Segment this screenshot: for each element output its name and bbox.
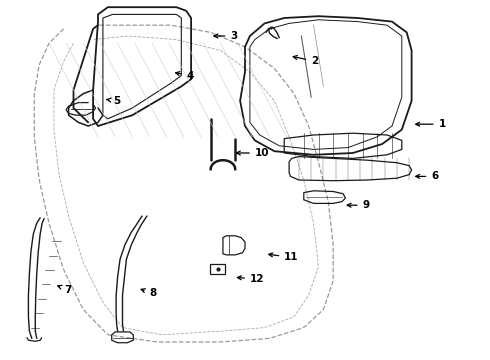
Text: 1: 1 [416,119,446,129]
Text: 12: 12 [237,274,265,284]
Text: 9: 9 [347,200,370,210]
Text: 5: 5 [107,96,120,106]
Text: 6: 6 [416,171,439,181]
Text: 2: 2 [293,55,318,66]
Text: 11: 11 [269,252,299,262]
Text: 8: 8 [141,288,157,298]
Text: 4: 4 [175,71,194,81]
Text: 10: 10 [237,148,270,158]
Text: 7: 7 [58,285,72,295]
Text: 3: 3 [214,31,238,41]
